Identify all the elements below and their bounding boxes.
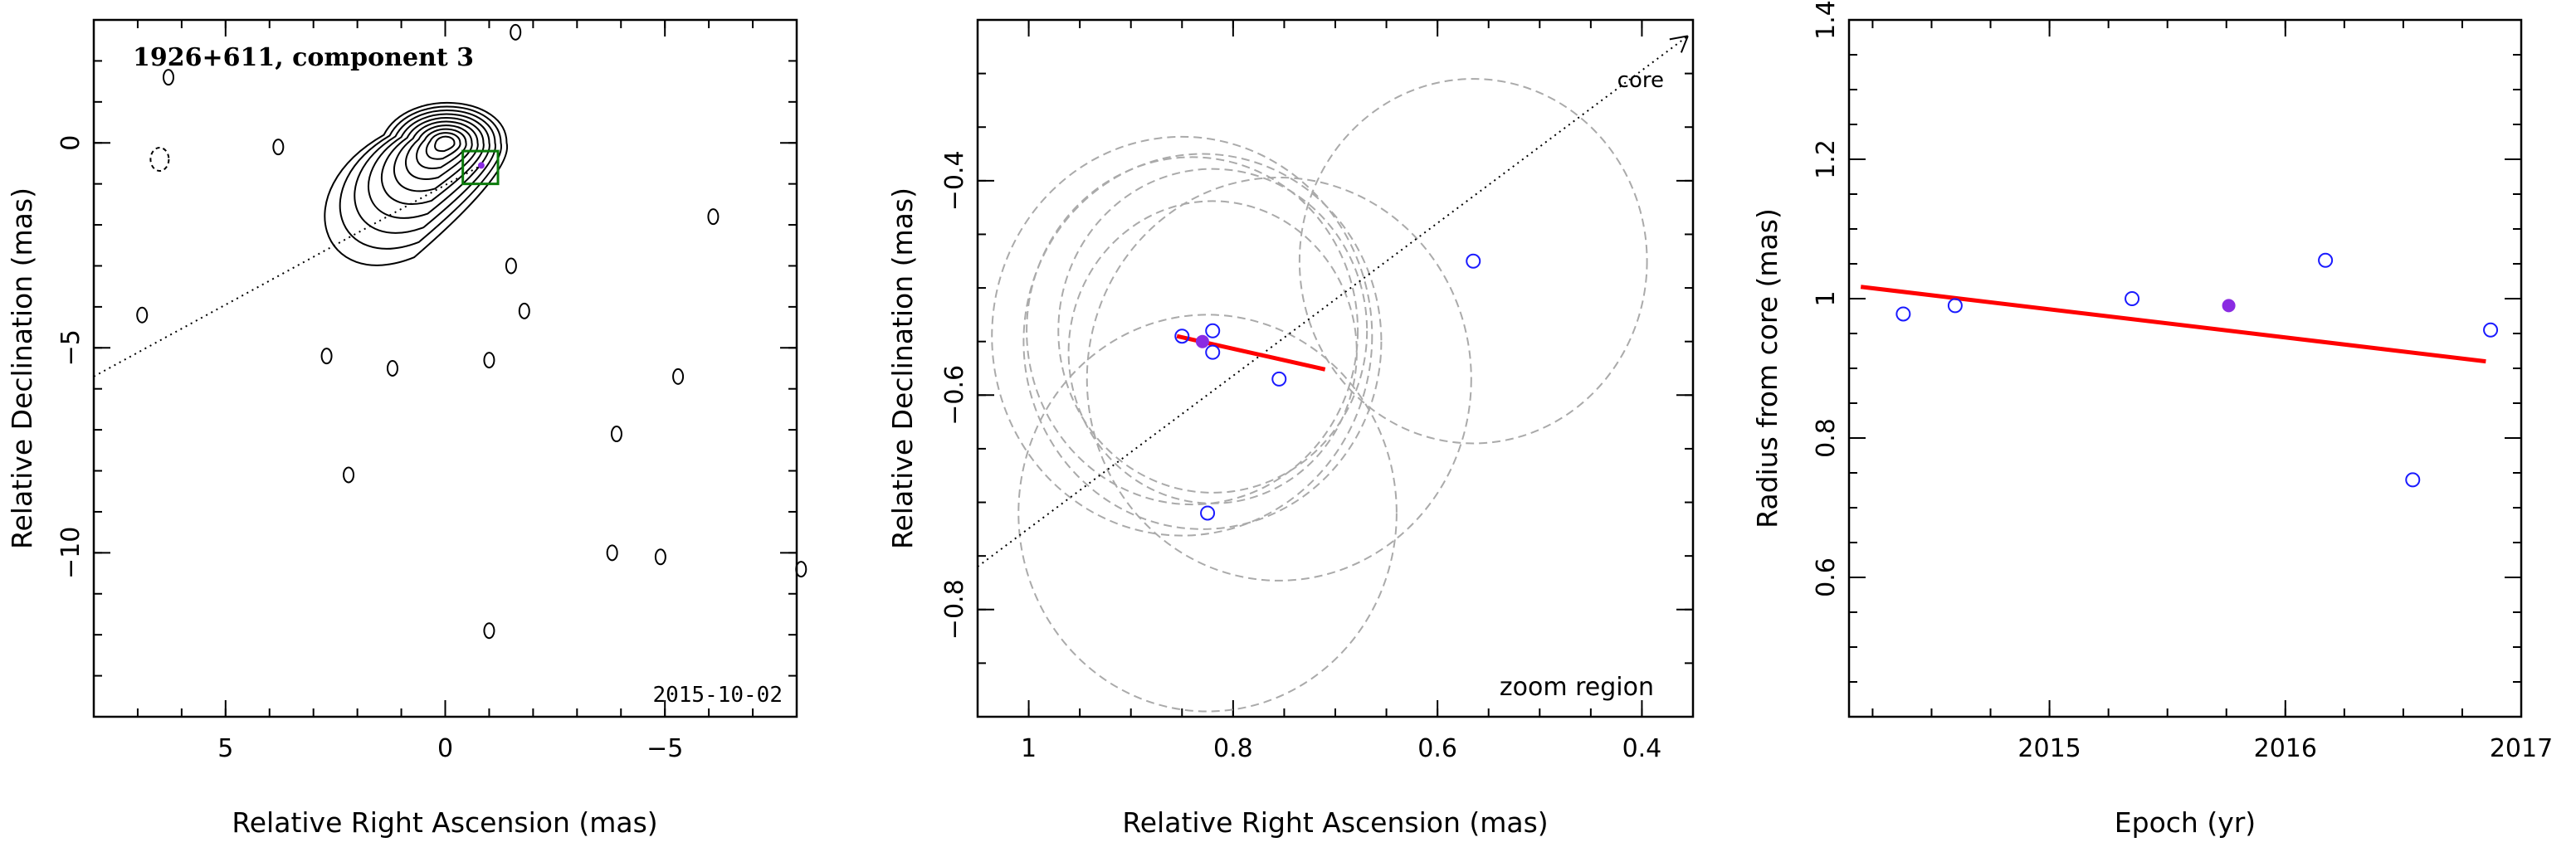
noise-contour <box>386 360 398 377</box>
middle-x-tick-label: 0.6 <box>1417 734 1457 763</box>
error-circle <box>1026 156 1359 506</box>
data-point <box>1895 306 1911 322</box>
noise-contour <box>483 622 495 640</box>
core-arrowhead <box>1669 35 1689 53</box>
noise-contour <box>136 306 149 324</box>
data-point <box>2483 322 2499 338</box>
data-point <box>2318 252 2334 268</box>
error-circle <box>1086 176 1472 582</box>
jet-direction-line <box>93 164 482 377</box>
intensity-contour <box>405 124 473 180</box>
noise-contour <box>606 544 618 562</box>
middle-panel-frame <box>976 18 1695 718</box>
left-y-tick-label: −10 <box>56 527 85 579</box>
right-x-tick-label: 2017 <box>2490 734 2553 763</box>
middle-y-axis-label: Relative Declination (mas) <box>886 187 919 549</box>
data-point <box>2405 472 2421 488</box>
left-x-tick-label: 5 <box>217 734 233 763</box>
noise-contour <box>795 561 807 578</box>
intensity-contour <box>425 132 461 160</box>
noise-contour <box>343 466 355 484</box>
error-circle <box>1298 78 1648 445</box>
middle-plot-area <box>978 35 1689 713</box>
intensity-contour <box>354 110 496 234</box>
data-point <box>1205 344 1221 360</box>
zoom-box <box>461 149 500 186</box>
left-x-tick-label: 0 <box>437 734 453 763</box>
data-point <box>1271 371 1287 387</box>
noise-contour <box>707 208 720 226</box>
data-point <box>2125 291 2140 306</box>
right-y-tick-label: 1 <box>1812 290 1841 306</box>
current-epoch-point <box>1195 334 1209 348</box>
left-panel: 5 0 −5 0 −5 −10 <box>56 19 807 763</box>
zoom-region-label: zoom region <box>1500 673 1654 702</box>
left-panel-title: 1926+611, component 3 <box>133 43 474 72</box>
data-point <box>1947 298 1963 314</box>
data-point <box>1205 323 1221 338</box>
error-circle <box>1022 153 1383 530</box>
right-y-tick-label: 1.2 <box>1812 139 1841 179</box>
left-y-tick-label: 0 <box>56 135 85 151</box>
error-circle <box>1067 200 1358 504</box>
intensity-contour <box>324 102 508 266</box>
core-direction-line <box>978 35 1689 567</box>
right-x-axis-label: Epoch (yr) <box>2115 806 2256 839</box>
middle-x-tick-label: 0.8 <box>1213 734 1253 763</box>
intensity-contour <box>434 135 456 153</box>
middle-x-axis-label: Relative Right Ascension (mas) <box>1122 806 1548 839</box>
intensity-contour <box>416 128 467 170</box>
fit-line <box>1860 285 2486 364</box>
intensity-contour <box>339 105 502 250</box>
left-panel-frame <box>92 18 798 718</box>
middle-y-tick-label: −0.6 <box>940 365 969 426</box>
left-x-tick-label: −5 <box>646 734 683 763</box>
noise-contour <box>272 139 285 156</box>
right-x-tick-label: 2015 <box>2017 734 2081 763</box>
noise-contour <box>518 302 530 319</box>
noise-contour <box>483 352 495 369</box>
error-circle <box>1057 168 1368 494</box>
middle-y-tick-label: −0.8 <box>940 579 969 640</box>
noise-contour <box>610 426 622 443</box>
component-marker <box>477 162 485 169</box>
right-y-axis-label: Radius from core (mas) <box>1751 208 1783 528</box>
right-y-tick-label: 0.6 <box>1812 557 1841 597</box>
current-epoch-point <box>2222 299 2236 313</box>
right-panel-frame <box>1847 18 2523 718</box>
left-y-axis-label: Relative Declination (mas) <box>6 187 38 549</box>
left-y-tick-label: −5 <box>56 329 85 366</box>
intensity-contour <box>393 120 479 192</box>
middle-panel: 1 0.8 0.6 0.4 −0.4 −0.6 −0.8 <box>940 19 1694 763</box>
epoch-label: 2015-10-02 <box>652 683 783 708</box>
right-y-tick-label: 1.4 <box>1812 0 1841 40</box>
left-x-axis-label: Relative Right Ascension (mas) <box>232 806 657 839</box>
data-point <box>1466 253 1481 269</box>
middle-x-tick-label: 0.4 <box>1622 734 1662 763</box>
noise-contour <box>510 23 522 41</box>
middle-x-tick-label: 1 <box>1021 734 1037 763</box>
noise-contour <box>654 548 666 566</box>
right-y-tick-label: 0.8 <box>1812 418 1841 458</box>
data-point <box>1174 329 1190 344</box>
data-point <box>1200 505 1216 521</box>
noise-contour <box>505 257 517 275</box>
right-x-tick-label: 2016 <box>2254 734 2317 763</box>
noise-contour <box>672 368 685 385</box>
error-circle <box>1017 314 1398 713</box>
right-panel: 2015 2016 2017 0.6 0.8 1 1.2 1.4 <box>1812 0 2553 763</box>
noise-contour <box>162 69 174 86</box>
middle-y-tick-label: −0.4 <box>940 150 969 211</box>
core-arrow-label: core <box>1617 68 1664 93</box>
noise-contour <box>320 348 333 365</box>
negative-contour <box>149 147 170 172</box>
error-circle <box>991 135 1373 537</box>
